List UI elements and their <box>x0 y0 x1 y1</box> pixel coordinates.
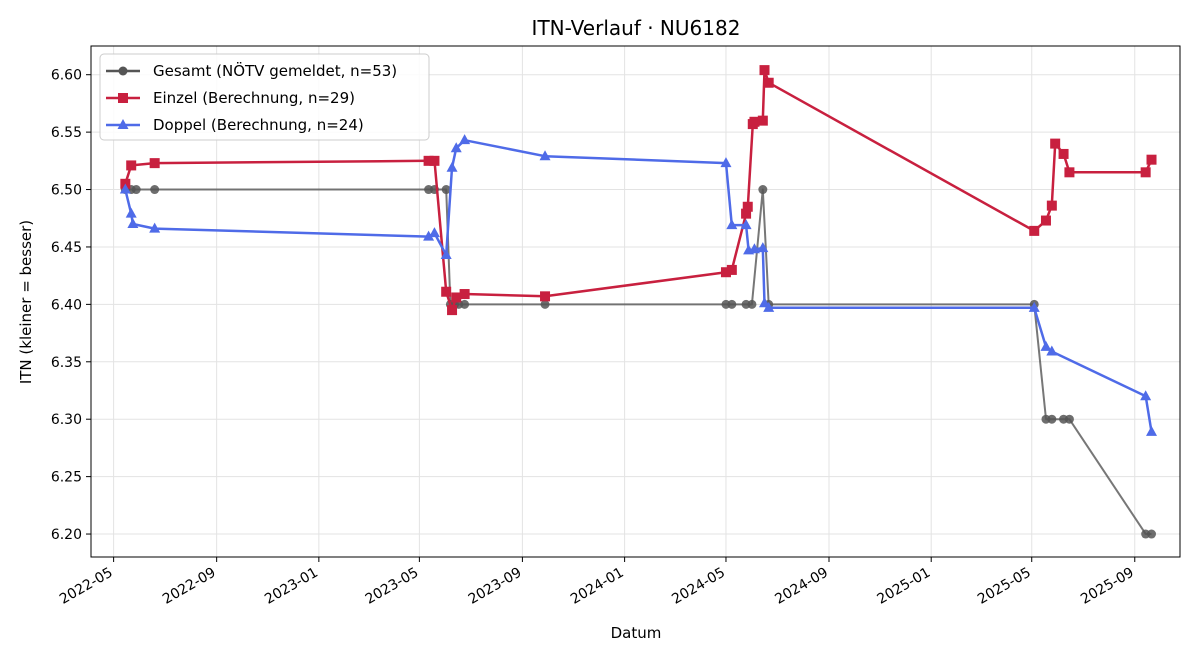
data-point <box>440 248 452 259</box>
data-point <box>748 243 760 254</box>
data-point <box>720 267 731 278</box>
grid-lines <box>91 46 1180 557</box>
data-point <box>451 292 462 303</box>
data-point <box>1046 345 1058 356</box>
series-square <box>120 65 1157 316</box>
data-point <box>757 242 769 253</box>
x-tick-label: 2024-09 <box>772 565 831 608</box>
data-point <box>757 115 768 126</box>
data-point <box>459 289 470 300</box>
data-point <box>150 185 160 195</box>
legend-marker <box>117 119 129 129</box>
data-point <box>741 208 752 219</box>
x-tick-label: 2025-05 <box>975 565 1034 608</box>
series-triangle <box>119 134 1158 436</box>
plot-frame <box>90 45 1181 558</box>
data-point <box>1058 148 1069 159</box>
data-point <box>1064 167 1075 178</box>
data-point <box>446 161 458 172</box>
series-circle <box>120 185 1157 539</box>
legend-marker <box>118 66 128 76</box>
legend-label: Doppel (Berechnung, n=24) <box>153 116 364 134</box>
data-point <box>441 286 452 297</box>
y-tick-label: 6.40 <box>51 297 82 313</box>
data-point <box>1040 340 1052 351</box>
data-point <box>758 185 768 195</box>
data-point <box>1047 414 1057 424</box>
y-tick-label: 6.35 <box>51 355 82 371</box>
data-point <box>726 219 738 230</box>
y-tick-label: 6.45 <box>51 240 82 256</box>
data-point <box>540 299 550 309</box>
data-point <box>749 116 760 127</box>
data-point <box>742 201 753 212</box>
legend-label: Gesamt (NÖTV gemeldet, n=53) <box>153 61 397 80</box>
data-point <box>1040 215 1051 226</box>
data-point <box>423 155 434 166</box>
data-point <box>429 155 440 166</box>
data-point <box>423 230 435 241</box>
x-tick-label: 2022-05 <box>57 565 116 608</box>
legend-box <box>99 53 430 141</box>
x-tick-label: 2025-01 <box>875 565 934 608</box>
data-point <box>149 158 160 169</box>
chart-title: ITN-Verlauf · NU6182 <box>532 16 741 40</box>
x-tick-label: 2023-01 <box>262 565 321 608</box>
data-point <box>441 185 451 195</box>
data-point <box>1140 167 1151 178</box>
data-point <box>1029 225 1040 236</box>
data-point <box>1146 154 1157 165</box>
data-point <box>1146 425 1158 436</box>
x-tick-label: 2024-01 <box>568 565 627 608</box>
data-point <box>763 77 774 88</box>
data-point <box>1046 200 1057 211</box>
legend-label: Einzel (Berechnung, n=29) <box>153 89 355 107</box>
y-axis-ticks: 6.20 6.25 6.30 6.35 6.40 6.45 6.50 6.55 6.60 <box>51 68 91 543</box>
data-point <box>125 207 137 218</box>
data-point <box>119 183 131 194</box>
y-tick-label: 6.55 <box>51 125 82 141</box>
data-point <box>747 299 757 309</box>
data-point <box>447 305 458 316</box>
data-point <box>1140 390 1152 401</box>
data-point <box>127 217 139 228</box>
data-point <box>727 299 737 309</box>
x-tick-label: 2025-09 <box>1078 565 1137 608</box>
x-tick-label: 2024-05 <box>669 565 728 608</box>
x-tick-label: 2023-05 <box>363 565 422 608</box>
data-point <box>539 150 551 161</box>
data-point <box>740 219 752 230</box>
data-point <box>720 157 732 168</box>
y-tick-label: 6.20 <box>51 527 82 543</box>
data-point <box>459 134 471 145</box>
data-point <box>759 65 770 76</box>
y-tick-label: 6.30 <box>51 412 82 428</box>
y-tick-label: 6.60 <box>51 68 82 84</box>
data-point <box>726 264 737 275</box>
y-axis-label: ITN (kleiner = besser) <box>17 220 35 384</box>
x-tick-label: 2022-09 <box>160 565 219 608</box>
data-point <box>1147 529 1157 539</box>
y-tick-label: 6.50 <box>51 183 82 199</box>
series-line <box>124 138 1153 433</box>
data-point <box>450 142 462 153</box>
x-axis-ticks: 2022-05 2022-09 2023-01 2023-05 2023-09 2024-… <box>57 557 1137 608</box>
data-point <box>763 301 775 312</box>
legend: Gesamt (NÖTV gemeldet, n=53) Einzel (Bere… <box>99 53 430 141</box>
x-axis-label: Datum <box>611 624 662 642</box>
data-point <box>131 185 141 195</box>
data-point <box>1050 138 1061 149</box>
x-tick-label: 2023-09 <box>466 565 525 608</box>
legend-marker <box>118 93 128 103</box>
data-point <box>540 291 551 302</box>
data-point <box>428 227 440 238</box>
data-point <box>126 160 137 171</box>
y-tick-label: 6.25 <box>51 470 82 486</box>
data-point <box>149 222 161 233</box>
data-point <box>460 299 470 309</box>
data-point <box>1028 301 1040 312</box>
data-point <box>1064 414 1074 424</box>
series-layer <box>119 65 1158 539</box>
